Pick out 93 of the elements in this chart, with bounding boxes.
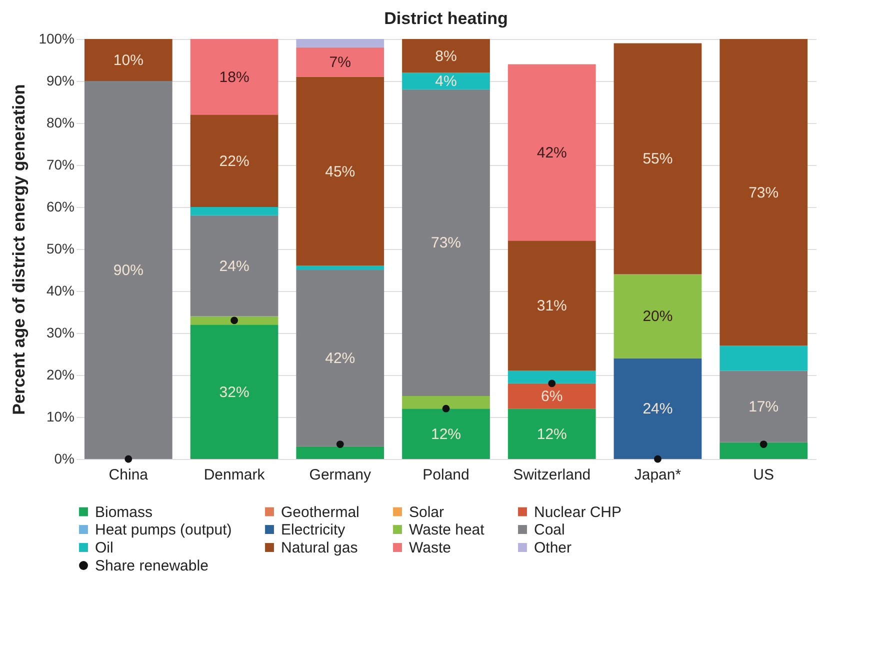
data-label: 12% xyxy=(536,426,567,443)
data-label: 18% xyxy=(219,68,250,86)
data-label: 90% xyxy=(113,262,144,279)
y-tick-label: 30% xyxy=(46,324,74,340)
bar xyxy=(296,76,384,266)
legend-label: Electricity xyxy=(281,522,346,538)
point xyxy=(760,440,768,448)
data-label: 24% xyxy=(219,258,250,275)
bar xyxy=(508,408,596,459)
data-label: 55% xyxy=(642,150,673,168)
point xyxy=(548,380,556,388)
point xyxy=(442,404,450,412)
y-tick-label: 100% xyxy=(38,30,74,46)
bar xyxy=(190,316,278,325)
bar xyxy=(296,39,384,48)
bar xyxy=(720,39,808,346)
bar xyxy=(296,270,384,446)
x-tick-label: Germany xyxy=(309,466,372,484)
x-tick-label: US xyxy=(753,466,774,484)
x-tick-label: Japan* xyxy=(634,466,682,484)
point xyxy=(230,316,238,324)
bar xyxy=(402,396,490,409)
y-axis-title: Percent age of district energy generation xyxy=(10,84,29,415)
point xyxy=(336,440,344,448)
bar xyxy=(296,266,384,270)
bar xyxy=(296,446,384,459)
legend-label: Coal xyxy=(534,522,565,538)
legend-label: Geothermal xyxy=(281,504,360,521)
y-tick-label: 60% xyxy=(46,198,74,214)
legend-label: Share renewable xyxy=(95,558,208,574)
data-label: 7% xyxy=(329,54,351,72)
legend-label: Waste xyxy=(409,540,451,556)
legend-label: Other xyxy=(534,540,572,556)
data-label: 4% xyxy=(435,73,457,90)
point xyxy=(654,455,662,463)
chart-title: District heating xyxy=(384,9,508,28)
data-label: 32% xyxy=(219,384,250,401)
data-label: 31% xyxy=(536,298,567,315)
data-label: 22% xyxy=(219,152,250,170)
bar xyxy=(190,39,278,115)
bar xyxy=(508,64,596,241)
data-label: 8% xyxy=(435,48,457,65)
bar xyxy=(402,72,490,90)
bar xyxy=(84,81,172,459)
data-label: 45% xyxy=(325,163,356,180)
y-tick-label: 80% xyxy=(46,114,74,130)
bar xyxy=(720,442,808,459)
bar xyxy=(614,358,702,459)
x-tick-label: Poland xyxy=(422,466,470,484)
x-tick-label: China xyxy=(108,466,149,484)
point xyxy=(124,455,132,463)
bar xyxy=(614,274,702,358)
bar xyxy=(402,39,490,73)
x-tick-label: Denmark xyxy=(204,466,266,484)
legend-label: Waste heat xyxy=(409,522,486,538)
data-label: 42% xyxy=(325,350,356,368)
y-tick-label: 0% xyxy=(54,450,74,466)
bar xyxy=(402,89,490,396)
bar xyxy=(190,114,278,207)
bar xyxy=(402,408,490,459)
bar xyxy=(190,207,278,216)
data-label: 24% xyxy=(642,400,673,418)
bar xyxy=(190,215,278,316)
legend-label: Biomass xyxy=(95,504,153,521)
data-label: 17% xyxy=(748,398,779,416)
bar xyxy=(508,370,596,384)
data-label: 20% xyxy=(642,308,673,326)
legend-label: Heat pumps (output) xyxy=(95,522,232,538)
data-label: 73% xyxy=(748,184,779,202)
bar xyxy=(296,47,384,77)
data-label: 12% xyxy=(430,426,462,443)
data-label: 6% xyxy=(541,388,563,405)
bar xyxy=(508,383,596,409)
data-label: 73% xyxy=(430,234,462,252)
bar xyxy=(720,370,808,442)
bar xyxy=(508,240,596,371)
bar xyxy=(614,43,702,274)
bar xyxy=(84,39,172,81)
bar xyxy=(190,324,278,459)
x-tick-label: Switzerland xyxy=(513,466,591,484)
y-tick-label: 70% xyxy=(46,156,74,172)
y-tick-label: 50% xyxy=(46,240,74,256)
legend-label: Oil xyxy=(95,540,114,556)
y-tick-label: 90% xyxy=(46,72,74,88)
legend-label: Nuclear CHP xyxy=(534,504,622,521)
y-tick-label: 40% xyxy=(46,282,74,298)
data-label: 10% xyxy=(113,52,144,69)
bar xyxy=(720,346,808,371)
y-tick-label: 10% xyxy=(46,408,74,424)
legend-label: Natural gas xyxy=(281,540,358,556)
legend-label: Solar xyxy=(409,504,444,521)
data-label: 42% xyxy=(536,144,567,162)
y-tick-label: 20% xyxy=(46,366,74,382)
